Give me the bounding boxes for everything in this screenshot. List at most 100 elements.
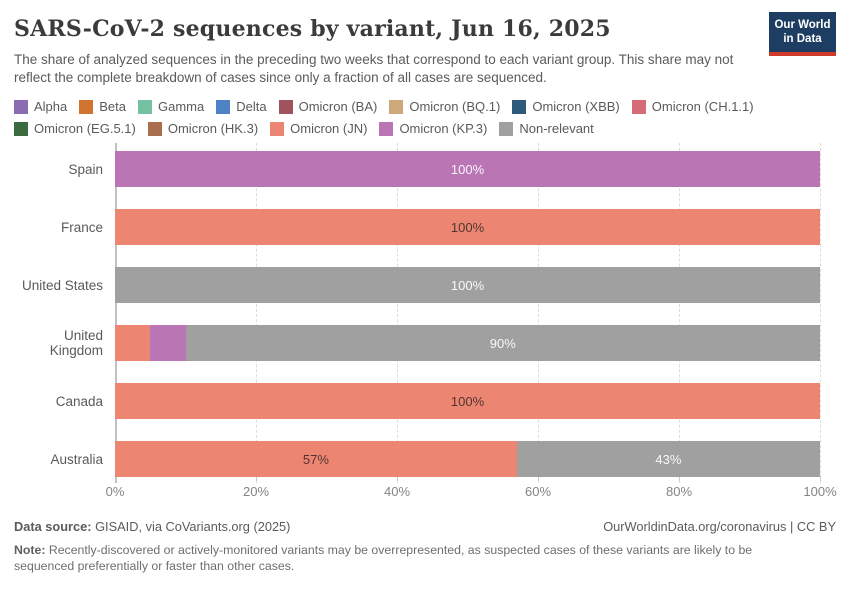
bar-row: United Kingdom 90% <box>14 325 820 362</box>
country-label: Canada <box>55 393 103 409</box>
legend-color-swatch <box>79 99 94 114</box>
legend-item[interactable]: Omicron (BA) <box>278 99 378 115</box>
owid-cc-link[interactable]: OurWorldinData.org/coronavirus | CC BY <box>603 519 836 535</box>
legend-item-label: Delta <box>236 99 267 115</box>
legend-item[interactable]: Omicron (BQ.1) <box>389 99 500 114</box>
y-axis-line <box>115 143 117 484</box>
legend-item-label: Omicron (HK.3) <box>167 121 259 137</box>
x-axis-tick-label: 20% <box>242 484 270 500</box>
bar-value-label: 100% <box>450 219 485 235</box>
x-axis: 0% 20% 40% 60% 80% 100% <box>14 477 837 503</box>
legend-item[interactable]: Non-relevant <box>499 121 594 137</box>
gridline <box>256 143 257 484</box>
legend-item-label: Omicron (EG.5.1) <box>34 121 136 137</box>
owid-logo-line2: in Data <box>783 32 822 45</box>
bar-track: 90% <box>115 325 820 362</box>
country-label: France <box>60 219 103 235</box>
bar-track: 100% <box>115 151 820 188</box>
legend-color-swatch <box>389 99 404 114</box>
x-tick-mark <box>115 477 116 482</box>
x-axis-tick-label: 60% <box>524 484 552 500</box>
legend-item-label: Omicron (JN) <box>290 121 368 137</box>
data-source-value: GISAID, via CoVariants.org (2025) <box>91 519 291 535</box>
x-tick-mark <box>679 477 680 482</box>
legend-item[interactable]: Omicron (JN) <box>270 121 367 136</box>
bar-track: 100% <box>115 209 820 246</box>
source-line: Data source: GISAID, via CoVariants.org … <box>14 519 836 534</box>
legend-item-label: Omicron (CH.1.1) <box>651 99 754 115</box>
bar-segment[interactable]: 57% <box>115 441 517 478</box>
x-axis-tick-label: 0% <box>105 484 125 500</box>
owid-logo[interactable]: Our World in Data <box>769 12 836 57</box>
x-axis-tick-label: 80% <box>665 484 693 500</box>
bar-value-label: 90% <box>489 335 516 351</box>
x-axis-tick-label: 40% <box>383 484 411 500</box>
legend-item[interactable]: Alpha <box>14 99 67 114</box>
legend-item[interactable]: Omicron (HK.3) <box>147 121 259 137</box>
legend-item[interactable]: Gamma <box>138 99 204 114</box>
legend-color-swatch <box>512 99 527 114</box>
legend-item-label: Alpha <box>34 99 68 115</box>
legend-item-label: Gamma <box>158 99 205 115</box>
data-source-label: Data source: <box>14 519 92 535</box>
legend-color-swatch <box>379 121 394 136</box>
country-label: United Kingdom <box>49 328 103 359</box>
legend-item-label: Omicron (BA) <box>298 99 378 115</box>
legend-color-swatch <box>138 99 152 114</box>
x-axis-track: 0% 20% 40% 60% 80% 100% <box>106 477 837 503</box>
bar-segment[interactable] <box>115 325 151 362</box>
bar-track: 57% 43% <box>115 441 820 478</box>
bar-track: 100% <box>115 383 820 420</box>
bar-value-label: 100% <box>450 277 485 293</box>
legend-color-swatch <box>14 99 28 114</box>
data-source: Data source: GISAID, via CoVariants.org … <box>14 519 290 534</box>
legend-item[interactable]: Beta <box>79 99 126 114</box>
bar-value-label: 100% <box>450 393 485 409</box>
x-tick-mark <box>397 477 398 482</box>
bar-segment[interactable]: 100% <box>115 267 820 304</box>
legend-item[interactable]: Omicron (CH.1.1) <box>631 99 754 115</box>
legend-item[interactable]: Omicron (KP.3) <box>379 121 487 136</box>
bar-segment[interactable]: 100% <box>115 383 820 420</box>
chart-title: SARS-CoV-2 sequences by variant, Jun 16,… <box>14 16 611 42</box>
legend: Alpha Beta Gamma Delta Omicron (BA) Omicron (… <box>14 99 804 136</box>
legend-item-label: Omicron (BQ.1) <box>409 99 501 115</box>
bar-segment[interactable]: 90% <box>185 325 820 362</box>
legend-item-label: Omicron (KP.3) <box>399 121 488 137</box>
gridlines <box>115 143 821 484</box>
legend-color-swatch <box>499 121 514 136</box>
legend-color-swatch <box>278 99 293 114</box>
country-label: Spain <box>68 161 103 177</box>
legend-color-swatch <box>216 99 231 114</box>
x-axis-spacer <box>14 477 115 503</box>
bar-segment[interactable]: 100% <box>115 209 820 246</box>
bar-row: United States 100% <box>14 267 820 304</box>
x-axis-tick-label: 100% <box>803 484 837 500</box>
x-tick-mark <box>256 477 257 482</box>
footnote-text: Recently-discovered or actively-monitore… <box>14 543 753 574</box>
bar-row: France 100% <box>14 209 820 246</box>
owid-logo-line1: Our World <box>774 19 831 31</box>
bar-segment[interactable] <box>150 325 186 362</box>
legend-item-label: Non-relevant <box>519 121 594 137</box>
country-label: United States <box>21 277 103 293</box>
gridline <box>538 143 539 484</box>
gridline <box>397 143 398 484</box>
chart-subtitle: The share of analyzed sequences in the p… <box>14 52 734 85</box>
chart-area: Spain 100% France 100% United States 100% Unit… <box>14 143 837 503</box>
legend-color-swatch <box>147 121 162 136</box>
bar-row: Australia 57% 43% <box>14 441 820 478</box>
legend-color-swatch <box>270 121 285 136</box>
bar-segment[interactable]: 43% <box>516 441 820 478</box>
legend-item[interactable]: Omicron (EG.5.1) <box>14 121 136 136</box>
legend-item[interactable]: Omicron (XBB) <box>512 99 620 114</box>
bar-track: 100% <box>115 267 820 304</box>
bar-row: Canada 100% <box>14 383 820 420</box>
footnote-label: Note: <box>14 543 46 558</box>
bar-row: Spain 100% <box>14 151 820 188</box>
legend-item[interactable]: Delta <box>216 99 267 115</box>
bar-segment[interactable]: 100% <box>115 151 820 188</box>
bar-value-label: 57% <box>302 451 329 467</box>
gridline <box>679 143 680 484</box>
